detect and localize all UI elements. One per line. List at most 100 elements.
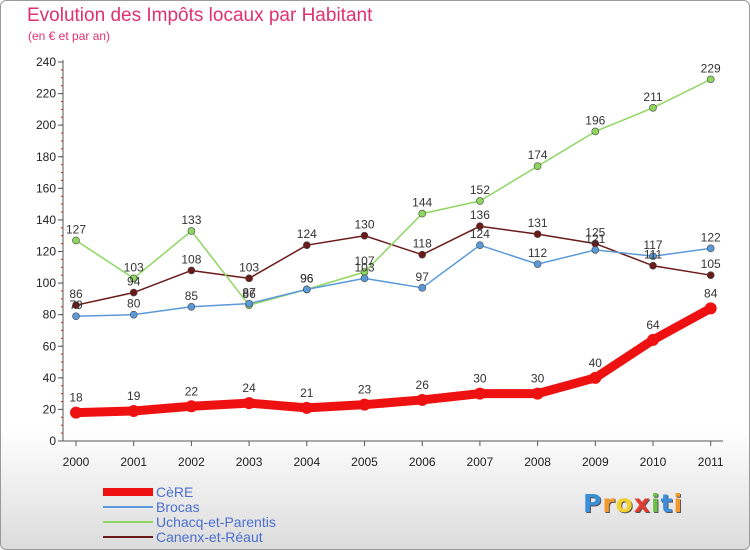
data-label: 30 <box>473 372 487 386</box>
data-label: 23 <box>358 383 372 397</box>
data-point <box>476 241 484 249</box>
data-point <box>706 244 715 253</box>
data-label: 111 <box>644 248 663 262</box>
y-tick-label: 220 <box>36 87 56 101</box>
data-point <box>591 246 600 254</box>
data-point <box>245 274 253 283</box>
data-label: 19 <box>127 389 141 403</box>
legend-label: Uchacq-et-Parentis <box>156 514 276 530</box>
data-label: 124 <box>470 227 490 241</box>
data-label: 131 <box>528 216 548 230</box>
data-label: 80 <box>127 297 141 311</box>
data-point <box>245 299 253 308</box>
data-label: 118 <box>413 237 432 251</box>
data-point <box>647 333 659 346</box>
data-label: 24 <box>242 381 256 395</box>
data-label: 96 <box>300 271 314 285</box>
data-label: 64 <box>646 318 660 332</box>
data-label: 211 <box>643 90 662 104</box>
chart-axes: 0 20 40 60 80 100 120 140 160 180 200 220 240 2000 200… <box>36 55 724 469</box>
logo-letter: i <box>673 489 684 518</box>
x-tick-label: 2002 <box>178 455 205 469</box>
data-point <box>360 231 369 240</box>
data-label: 127 <box>66 222 86 236</box>
data-point <box>72 236 80 245</box>
data-label: 103 <box>124 260 144 274</box>
y-tick-label: 180 <box>36 150 56 164</box>
data-point <box>476 197 484 205</box>
data-point <box>72 301 80 309</box>
chart-title: Evolution des Impôts locaux par Habitant <box>27 5 373 26</box>
data-label: 117 <box>643 238 662 252</box>
y-tick-label: 140 <box>36 213 56 227</box>
data-point <box>129 310 138 319</box>
y-tick-label: 200 <box>36 118 56 132</box>
data-point <box>589 371 602 384</box>
y-tick-label: 40 <box>43 371 57 385</box>
data-label: 103 <box>354 260 374 274</box>
data-point <box>70 406 82 419</box>
data-label: 105 <box>701 257 721 271</box>
y-tick-label: 60 <box>43 339 57 353</box>
series-labels: 86 94 108 103 124 130 118 136 131 125 111 105 127 103… <box>66 61 721 404</box>
data-label: 21 <box>300 386 314 400</box>
data-point <box>476 222 484 231</box>
legend-label: CèRE <box>156 484 194 500</box>
data-label: 97 <box>416 270 430 284</box>
data-point <box>243 397 256 410</box>
data-label: 94 <box>127 275 141 289</box>
data-point <box>360 274 369 283</box>
data-label: 30 <box>531 372 545 386</box>
data-point <box>704 302 717 315</box>
legend-swatch <box>103 506 153 508</box>
data-label: 22 <box>185 384 199 398</box>
y-tick-label: 120 <box>36 245 56 259</box>
series-line-3 <box>75 225 712 306</box>
data-label: 86 <box>242 287 256 301</box>
series-line-0 <box>71 303 716 418</box>
data-label: 85 <box>185 289 199 303</box>
data-point <box>185 400 198 413</box>
data-label: 125 <box>585 226 605 240</box>
data-point <box>187 227 196 235</box>
x-tick-label: 2003 <box>236 455 263 469</box>
logo-letter: o <box>615 489 634 518</box>
series-line-2 <box>75 78 712 306</box>
data-point <box>418 209 427 218</box>
data-label: 79 <box>69 298 83 312</box>
x-tick-label: 2000 <box>63 455 90 469</box>
data-point <box>706 75 715 84</box>
x-tick-label: 2005 <box>351 455 378 469</box>
data-label: 136 <box>470 208 490 222</box>
data-label: 174 <box>528 148 548 162</box>
y-tick-label: 160 <box>36 181 56 195</box>
x-tick-label: 2009 <box>582 455 609 469</box>
series-lines <box>71 78 716 418</box>
data-point <box>649 261 657 270</box>
data-point <box>533 230 542 238</box>
data-label: 130 <box>354 218 374 232</box>
x-tick-label: 2007 <box>467 455 494 469</box>
data-point <box>531 387 544 400</box>
data-label: 112 <box>528 246 547 260</box>
legend-swatch <box>103 488 153 496</box>
data-point <box>649 103 657 112</box>
data-point <box>416 393 429 406</box>
data-point <box>706 271 715 279</box>
chart-subtitle: (en € et par an) <box>28 29 111 43</box>
y-tick-label: 100 <box>36 276 56 290</box>
data-label: 96 <box>300 271 314 285</box>
data-point <box>300 401 313 414</box>
data-point <box>129 288 138 297</box>
data-point <box>302 285 311 294</box>
data-label: 196 <box>585 113 605 127</box>
legend-swatch <box>103 521 153 523</box>
data-point <box>418 250 427 259</box>
data-point <box>127 404 140 417</box>
logo-letter: P <box>583 489 603 518</box>
data-label: 121 <box>585 232 605 246</box>
data-label: 26 <box>416 378 430 392</box>
data-label: 86 <box>69 287 83 301</box>
